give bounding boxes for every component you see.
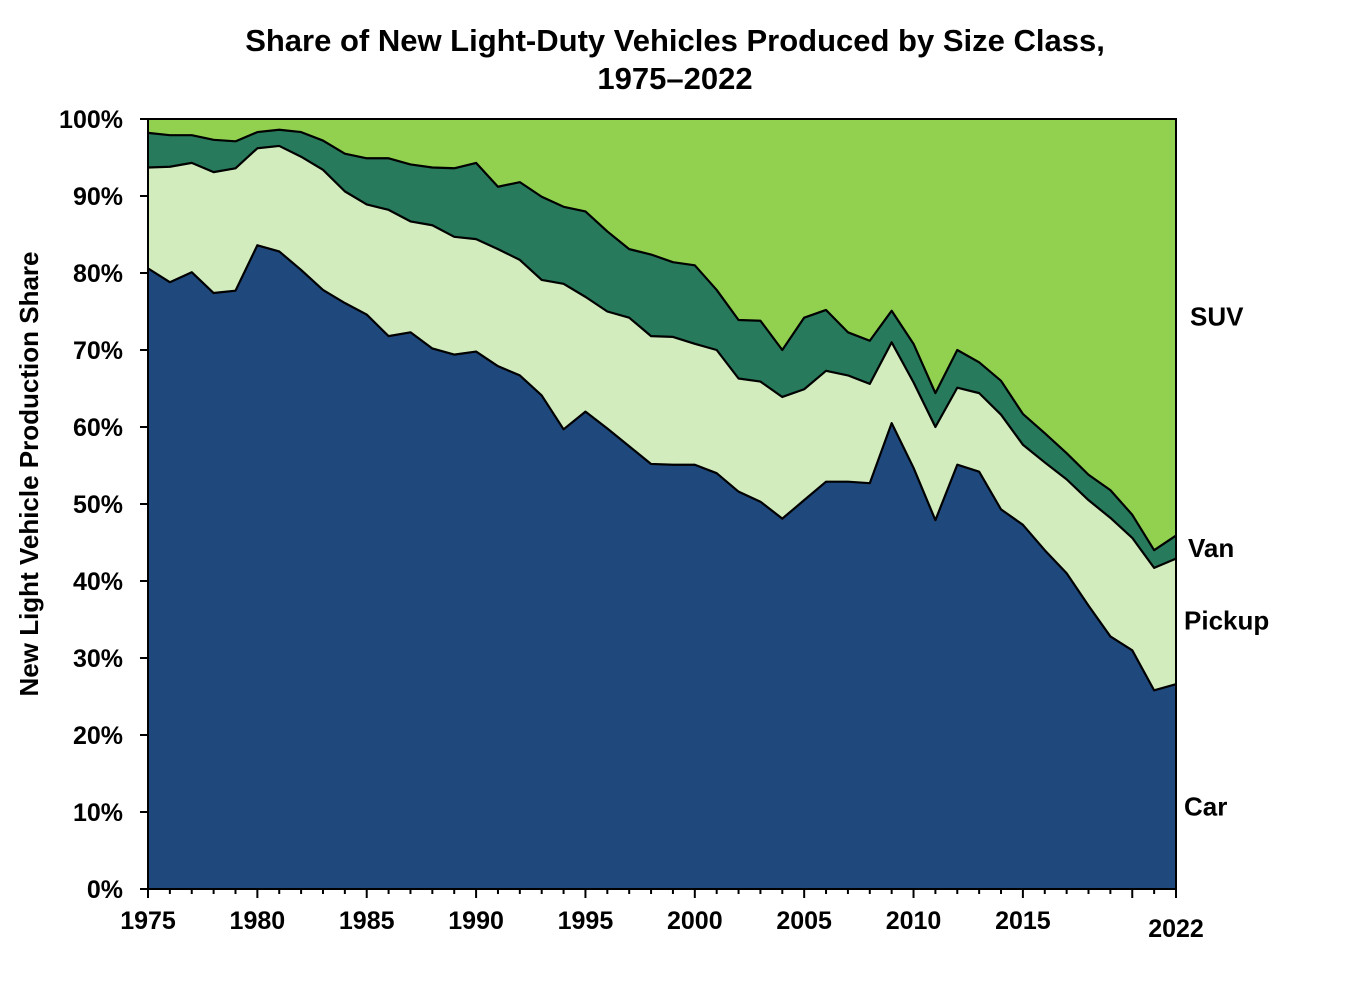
y-tick-label: 10% — [73, 799, 123, 827]
x-tick-label: 1980 — [230, 907, 286, 935]
x-tick-label: 2010 — [886, 907, 942, 935]
car-boundary-line — [147, 244, 1177, 692]
y-tick-label: 90% — [73, 183, 123, 211]
x-tick-labels: 1975 1980 1985 1990 1995 2000 2005 2010 2015 2022 — [120, 889, 1204, 943]
y-tick-label: 50% — [73, 491, 123, 519]
y-tick-label: 40% — [73, 568, 123, 596]
y-tick-label: 0% — [87, 876, 123, 904]
series-label-van: Van — [1188, 533, 1234, 563]
pickup-area — [148, 145, 1176, 691]
x-tick-label: 2000 — [667, 907, 723, 935]
x-tick-label: 1975 — [120, 907, 176, 935]
series-label-car: Car — [1184, 792, 1227, 822]
x-tick-label: 1990 — [448, 907, 504, 935]
car-area — [148, 245, 1176, 889]
plot-areas — [147, 119, 1177, 889]
x-tick-label: 1995 — [558, 907, 614, 935]
y-tick-label: 100% — [59, 106, 123, 134]
x-tick-label: 1985 — [339, 907, 395, 935]
chart-title: Share of New Light-Duty Vehicles Produce… — [245, 23, 1105, 58]
y-tick-label: 30% — [73, 645, 123, 673]
chart-subtitle: 1975–2022 — [597, 61, 752, 96]
suv-area — [148, 119, 1176, 551]
x-tick-label: 2015 — [995, 907, 1051, 935]
series-label-suv: SUV — [1190, 301, 1244, 331]
y-tick-labels: 0% 10% 20% 30% 40% 50% 60% 70% 80% 90% 100% — [59, 106, 148, 904]
y-tick-label: 80% — [73, 260, 123, 288]
van-boundary-line — [147, 128, 1177, 552]
pickup-boundary-line — [147, 144, 1177, 570]
series-labels: SUV Van Pickup Car — [1184, 301, 1269, 821]
y-tick-label: 20% — [73, 722, 123, 750]
y-tick-label: 70% — [73, 337, 123, 365]
y-axis-label: New Light Vehicle Production Share — [14, 252, 44, 697]
x-tick-label: 2022 — [1148, 915, 1204, 943]
series-label-pickup: Pickup — [1184, 605, 1269, 635]
y-tick-label: 60% — [73, 414, 123, 442]
x-tick-label: 2005 — [776, 907, 832, 935]
